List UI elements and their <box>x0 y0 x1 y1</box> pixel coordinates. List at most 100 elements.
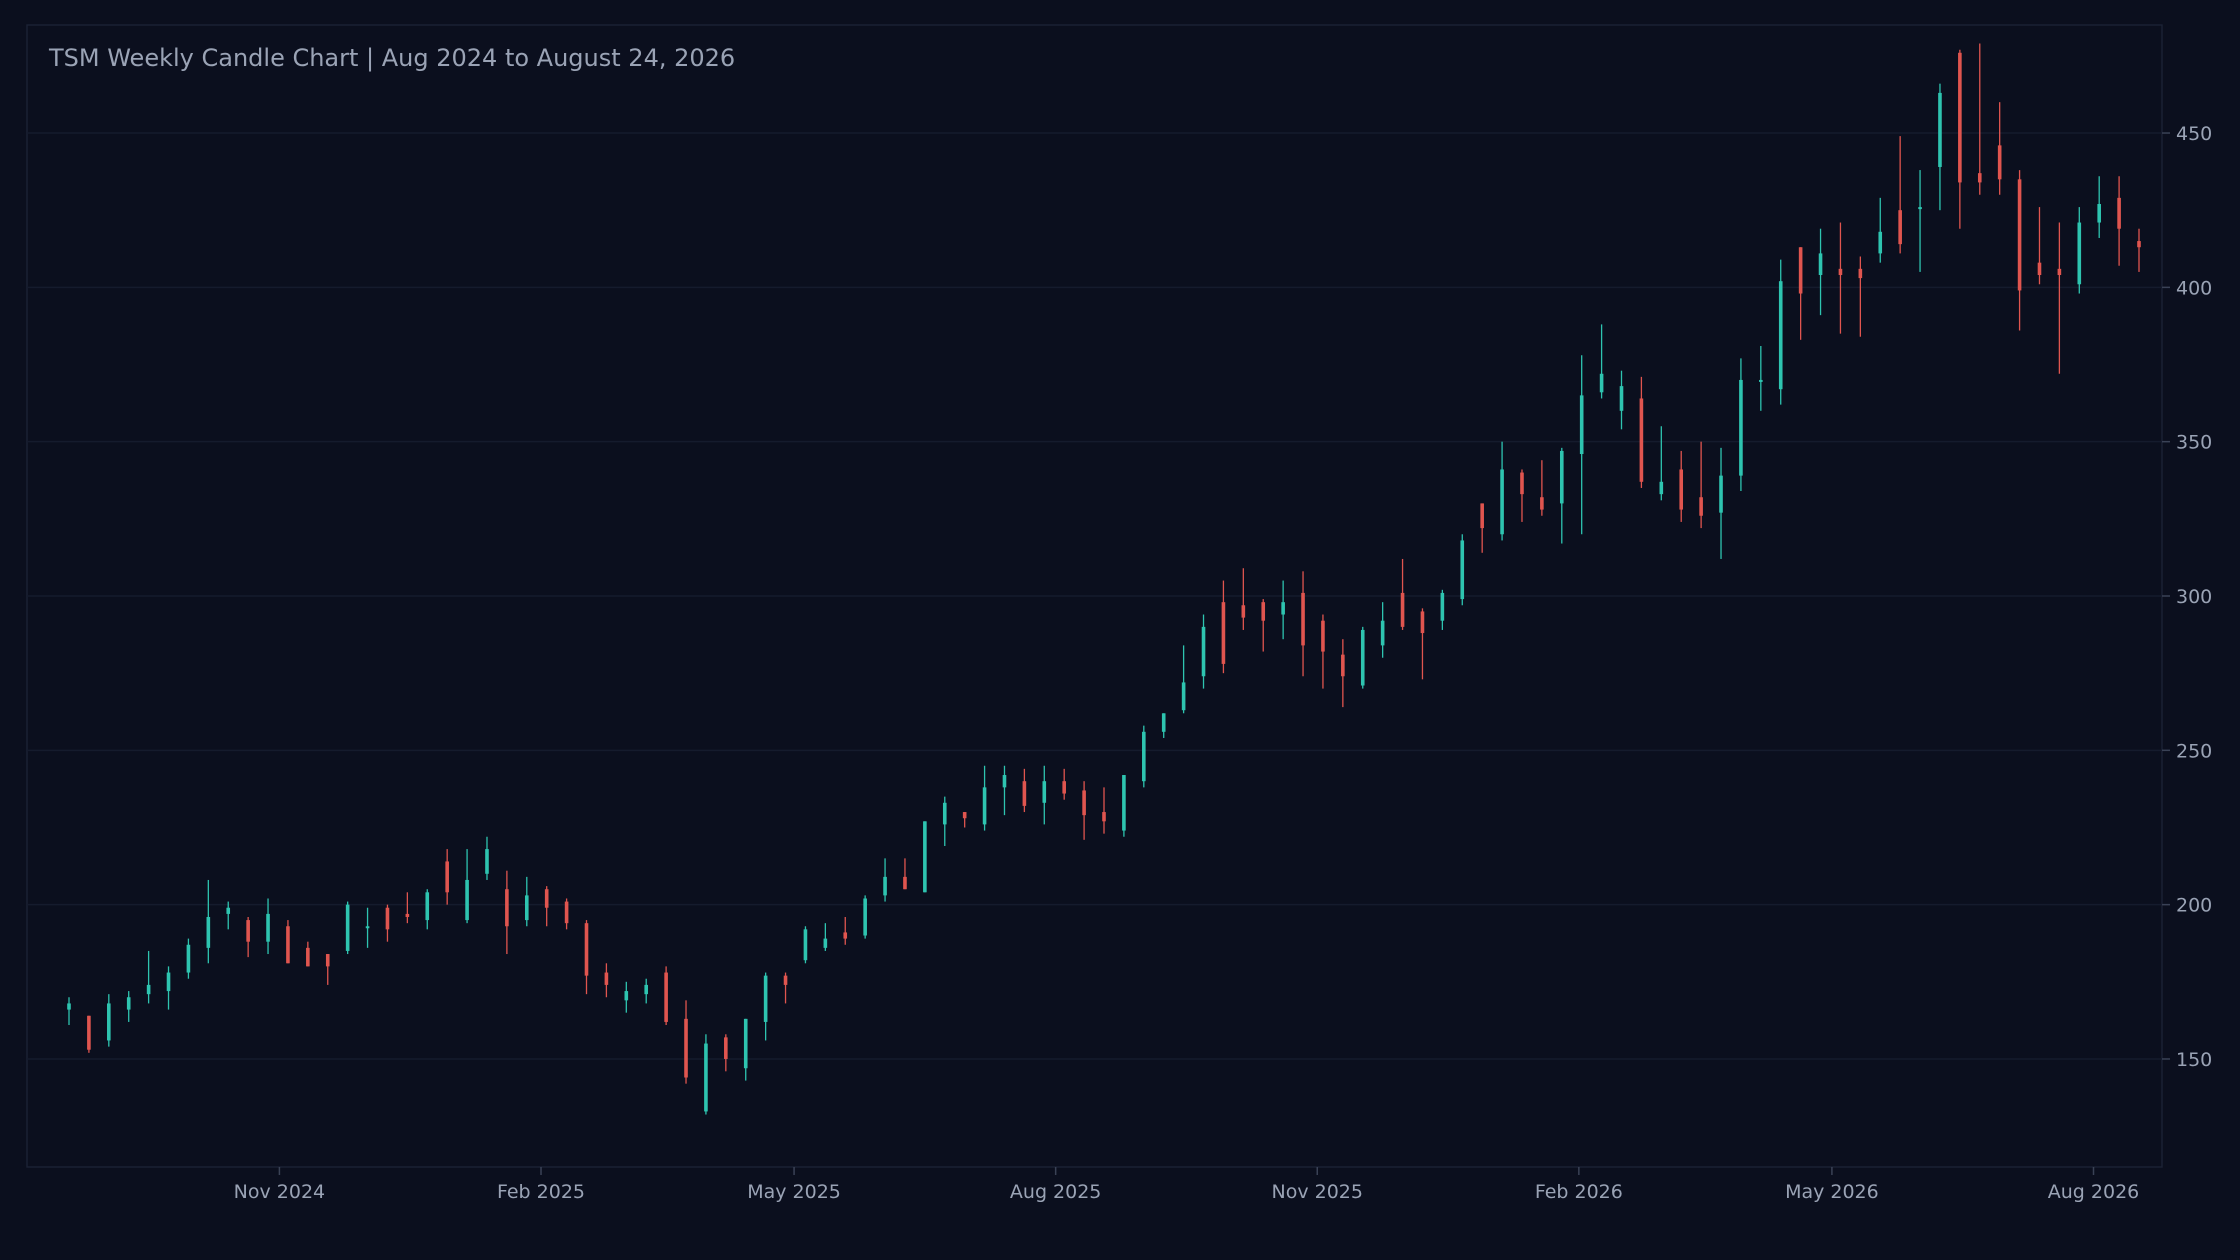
candle <box>1759 345 1763 411</box>
candle-body <box>684 1018 688 1078</box>
candle <box>266 898 270 955</box>
candle-body <box>1639 398 1644 482</box>
candle <box>624 981 629 1013</box>
candle <box>1400 558 1405 630</box>
candle <box>564 898 569 930</box>
candle <box>1181 645 1186 714</box>
candle-body <box>2117 197 2121 229</box>
x-tick-label: Aug 2026 <box>2048 1181 2140 1203</box>
candle-body <box>1142 731 1146 782</box>
candle <box>1062 768 1066 800</box>
y-tick-label: 200 <box>2176 895 2212 917</box>
candle-body <box>2077 222 2082 285</box>
candle-body <box>2037 262 2042 276</box>
candle <box>982 765 987 831</box>
candle <box>1679 450 1684 522</box>
candle-body <box>1102 812 1106 822</box>
candle-body <box>1739 379 1743 476</box>
candle-body <box>1360 629 1365 686</box>
candle <box>126 991 131 1022</box>
candle-body <box>1241 605 1246 618</box>
candle-body <box>564 901 569 924</box>
x-tick-label: May 2025 <box>747 1181 841 1203</box>
candle <box>1460 534 1465 606</box>
candle <box>67 997 71 1026</box>
candle <box>763 972 768 1041</box>
candle-body <box>425 892 430 921</box>
candle <box>644 978 649 1004</box>
candle <box>524 876 529 927</box>
y-tick-label: 250 <box>2176 740 2212 762</box>
candle <box>604 963 609 998</box>
candle-body <box>1759 379 1763 382</box>
candle <box>465 849 469 924</box>
candle <box>1739 358 1743 492</box>
candle <box>505 870 509 955</box>
candle <box>1082 781 1086 840</box>
candle <box>2057 222 2062 374</box>
candle-body <box>604 972 609 985</box>
candle-body <box>445 861 449 893</box>
candle <box>724 1034 728 1072</box>
candle-body <box>1977 173 1982 183</box>
candle-body <box>1221 602 1226 664</box>
candle <box>1938 83 1942 211</box>
candle-body <box>1818 253 1823 276</box>
candle-body <box>126 997 131 1010</box>
candle-body <box>1798 247 1803 294</box>
candle <box>325 954 330 985</box>
candle-body <box>1002 775 1007 788</box>
candle <box>365 907 370 948</box>
candle-body <box>783 975 788 985</box>
candle <box>1878 197 1883 263</box>
candle <box>584 920 589 995</box>
candle-body <box>67 1003 71 1010</box>
candle <box>783 972 788 1004</box>
candle-body <box>365 926 370 929</box>
candle-body <box>385 907 390 930</box>
y-tick-label: 450 <box>2176 123 2212 145</box>
candle-body <box>1659 481 1664 495</box>
candle-body <box>1161 713 1166 732</box>
candle-body <box>1440 592 1445 621</box>
candle <box>1659 426 1664 501</box>
candle-body <box>1082 790 1086 816</box>
candle-body <box>1918 207 1922 210</box>
candle-body <box>1679 469 1684 510</box>
candle <box>962 812 967 828</box>
candle <box>107 994 111 1047</box>
candle <box>1341 639 1345 708</box>
candle <box>186 938 191 979</box>
candle-body <box>146 984 151 995</box>
candle <box>1699 441 1703 529</box>
candle <box>2097 176 2101 238</box>
candle-body <box>1719 475 1723 513</box>
candle <box>306 941 310 967</box>
candle-body <box>246 920 250 942</box>
candle <box>1440 589 1445 630</box>
candle <box>87 1015 91 1053</box>
candle-body <box>1380 620 1385 646</box>
candle <box>286 920 290 964</box>
candle <box>942 796 947 847</box>
candle-body <box>1619 386 1624 411</box>
candle-body <box>843 932 848 939</box>
candle-body <box>1500 469 1504 535</box>
candle <box>684 1000 688 1084</box>
candle <box>1918 170 1922 272</box>
y-tick-label: 150 <box>2176 1049 2212 1071</box>
candle <box>803 926 808 964</box>
candle-body <box>1579 395 1584 455</box>
candle <box>1958 49 1962 229</box>
candle-body <box>724 1037 728 1059</box>
candle-body <box>962 812 967 819</box>
candle <box>2017 170 2022 331</box>
candle-body <box>1599 373 1604 393</box>
candle <box>1599 324 1604 399</box>
chart-title: TSM Weekly Candle Chart | Aug 2024 to Au… <box>48 44 735 72</box>
candle <box>1161 713 1166 738</box>
candle <box>704 1034 708 1115</box>
candle <box>1520 469 1524 522</box>
candle <box>1778 259 1783 405</box>
candle-body <box>1062 781 1066 794</box>
